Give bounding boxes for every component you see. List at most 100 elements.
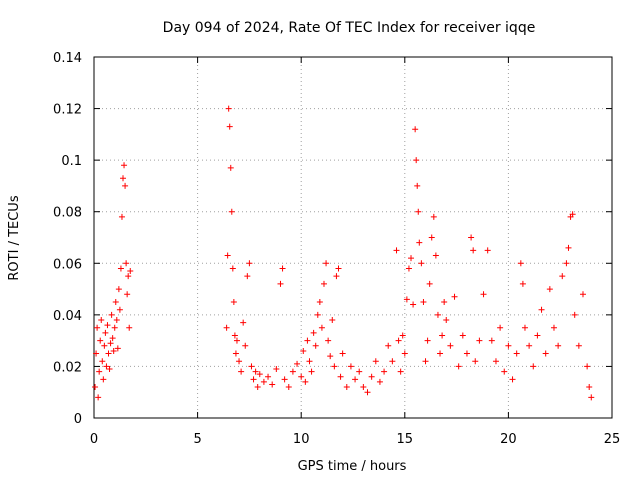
data-point	[329, 317, 336, 324]
data-point	[563, 260, 570, 267]
data-point	[300, 347, 307, 354]
data-point	[318, 324, 325, 331]
data-point	[304, 337, 311, 344]
data-point	[323, 260, 330, 267]
data-point	[229, 265, 236, 272]
data-point	[521, 324, 528, 331]
data-point	[339, 350, 346, 357]
data-point	[432, 252, 439, 259]
data-point	[110, 347, 117, 354]
data-point	[242, 342, 249, 349]
x-tick-label: 25	[604, 432, 621, 447]
axis-ticks	[93, 56, 613, 419]
y-tick-label: 0.04	[53, 309, 82, 324]
data-point	[476, 337, 483, 344]
data-point	[430, 213, 437, 220]
data-point	[105, 350, 112, 357]
data-point	[240, 319, 247, 326]
data-point	[127, 268, 134, 275]
data-point	[117, 265, 124, 272]
data-point	[437, 350, 444, 357]
data-point	[230, 298, 237, 305]
data-point	[385, 342, 392, 349]
data-point	[397, 368, 404, 375]
x-tick-label: 5	[193, 432, 201, 447]
data-point	[269, 381, 276, 388]
data-point	[285, 384, 292, 391]
data-point	[125, 273, 132, 280]
data-point	[509, 376, 516, 383]
data-point	[302, 378, 309, 385]
data-point	[588, 394, 595, 401]
y-tick-label: 0.1	[61, 154, 82, 169]
data-point	[439, 332, 446, 339]
y-tick-label: 0.06	[53, 257, 82, 272]
data-point	[403, 296, 410, 303]
data-point	[252, 368, 259, 375]
data-point	[111, 324, 118, 331]
data-point	[114, 345, 121, 352]
data-point	[124, 291, 131, 298]
data-point	[306, 358, 313, 365]
data-point	[335, 265, 342, 272]
data-series-roti	[92, 105, 595, 401]
data-point	[279, 265, 286, 272]
data-point	[368, 373, 375, 380]
data-point	[414, 182, 421, 189]
x-axis-label: GPS time / hours	[298, 459, 407, 474]
data-point	[96, 368, 103, 375]
data-point	[441, 298, 448, 305]
x-tick-labels: 0 5 10 15 20 25	[90, 432, 620, 447]
grid-lines	[94, 57, 612, 418]
data-point	[112, 298, 119, 305]
y-tick-label: 0.08	[53, 206, 82, 221]
data-point	[102, 329, 109, 336]
data-point	[331, 363, 338, 370]
x-tick-label: 20	[500, 432, 517, 447]
data-point	[98, 317, 105, 324]
data-point	[426, 280, 433, 287]
data-point	[565, 244, 572, 251]
data-point	[120, 175, 127, 182]
data-point	[308, 368, 315, 375]
data-point	[118, 213, 125, 220]
data-point	[579, 291, 586, 298]
data-point	[347, 363, 354, 370]
data-point	[415, 208, 422, 215]
data-point	[364, 389, 371, 396]
data-point	[104, 322, 111, 329]
data-point	[273, 366, 280, 373]
data-point	[413, 157, 420, 164]
x-tick-label: 10	[293, 432, 310, 447]
data-point	[281, 376, 288, 383]
data-point	[488, 337, 495, 344]
data-point	[519, 280, 526, 287]
data-point	[232, 350, 239, 357]
data-point	[463, 350, 470, 357]
data-point	[517, 260, 524, 267]
data-point	[534, 332, 541, 339]
data-point	[298, 373, 305, 380]
data-point	[443, 317, 450, 324]
data-point	[575, 342, 582, 349]
data-point	[225, 105, 232, 112]
y-tick-label: 0.02	[53, 360, 82, 375]
data-point	[101, 342, 108, 349]
data-point	[126, 324, 133, 331]
data-point	[254, 384, 261, 391]
chart-title: Day 094 of 2024, Rate Of TEC Index for r…	[163, 20, 536, 36]
data-point	[236, 358, 243, 365]
data-point	[123, 260, 130, 267]
x-tick-label: 0	[90, 432, 98, 447]
y-axis-label: ROTI / TECUs	[7, 195, 22, 280]
data-point	[310, 329, 317, 336]
data-point	[497, 324, 504, 331]
data-point	[416, 239, 423, 246]
data-point	[97, 337, 104, 344]
data-point	[337, 373, 344, 380]
data-point	[505, 342, 512, 349]
data-point	[260, 378, 267, 385]
data-point	[113, 317, 120, 324]
data-point	[408, 255, 415, 262]
data-point	[434, 311, 441, 318]
